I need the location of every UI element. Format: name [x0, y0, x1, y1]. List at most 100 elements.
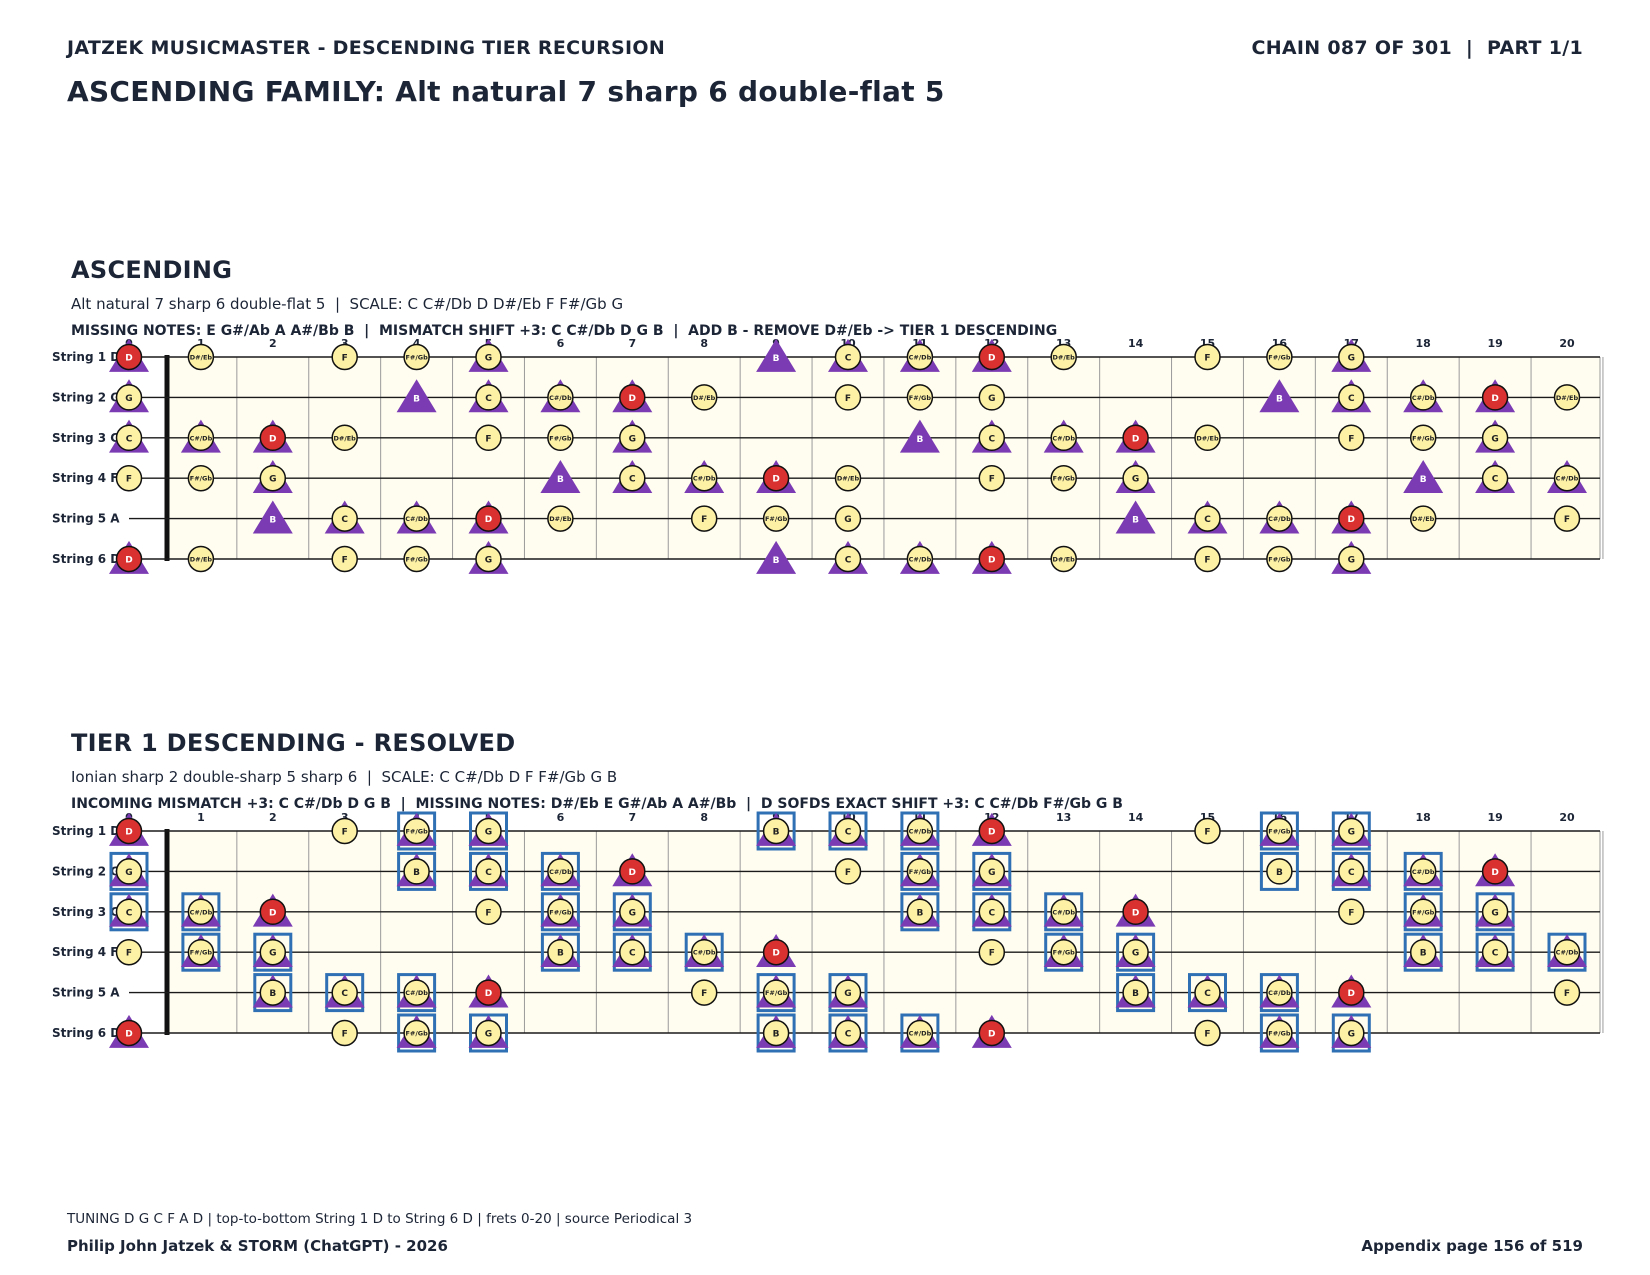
- note-marker: [1409, 938, 1437, 966]
- note-marker: [619, 938, 646, 966]
- note-label: G: [629, 434, 636, 444]
- note-label: F: [485, 908, 491, 918]
- string-label: String 4 F: [52, 945, 118, 959]
- note-label: G: [988, 394, 995, 404]
- note-marker: [619, 858, 646, 885]
- note-label: G: [485, 828, 492, 838]
- fretboard-ascending: String 1 D String 2 G String 3 C String 4 F…: [52, 337, 1604, 574]
- note-label: F#/Gb: [405, 1030, 428, 1038]
- note-label: F: [485, 434, 491, 444]
- shift-triangle: [1403, 460, 1444, 494]
- note-label: F: [701, 989, 707, 999]
- note-label: F#/Gb: [1053, 475, 1076, 483]
- note-marker: [906, 1019, 934, 1047]
- note-label: D#/Eb: [693, 394, 716, 402]
- fret-number: 18: [1416, 811, 1431, 824]
- shift-triangle: [540, 460, 581, 494]
- section-2-info: INCOMING MISMATCH +3: C C#/Db D G B | MI…: [71, 796, 1123, 812]
- note-label: F: [342, 828, 348, 838]
- note-marker: [403, 979, 430, 1006]
- fret-number: 3: [341, 337, 349, 350]
- note-label: F: [126, 949, 132, 959]
- note-marker: [403, 817, 430, 845]
- note-marker: [1194, 505, 1221, 532]
- note-marker: [1050, 424, 1077, 452]
- note-marker: [475, 817, 502, 845]
- fret-number: 8: [700, 811, 708, 824]
- note-label: B: [773, 556, 780, 566]
- note-label: D#/Eb: [334, 434, 357, 442]
- fret-number: 20: [1559, 337, 1575, 350]
- note-marker: [978, 464, 1006, 492]
- note-marker: [1194, 424, 1221, 452]
- note-label: D#/Eb: [1412, 515, 1435, 523]
- note-marker: [762, 938, 790, 966]
- fretboard-tier1-descending: String 1 D String 2 G String 3 C String 4 F…: [52, 811, 1604, 1053]
- note-label: G: [485, 556, 492, 566]
- fret-number: 1: [197, 337, 205, 350]
- note-label: G: [1132, 475, 1139, 485]
- section-1-title: ASCENDING: [71, 256, 233, 284]
- string-label: String 1 D: [52, 824, 120, 838]
- note-label: D: [988, 1030, 995, 1040]
- note-marker: [1122, 464, 1149, 492]
- shift-triangle: [756, 338, 797, 372]
- note-marker: [1266, 545, 1293, 573]
- note-marker: [331, 343, 358, 371]
- note-marker: [978, 545, 1006, 573]
- note-label: B: [916, 435, 923, 445]
- page-title: ASCENDING FAMILY: Alt natural 7 sharp 6 …: [67, 75, 945, 108]
- note-label: D: [988, 828, 995, 838]
- note-label: D#/Eb: [1196, 434, 1219, 442]
- note-label: F: [342, 354, 348, 364]
- note-label: F#/Gb: [1412, 434, 1435, 442]
- shift-triangle: [396, 379, 437, 413]
- note-label: F: [1564, 515, 1570, 525]
- note-marker: [906, 858, 934, 885]
- note-marker: [1553, 938, 1581, 966]
- note-marker: [259, 979, 287, 1006]
- note-label: C: [1492, 949, 1499, 959]
- note-marker: [1266, 343, 1293, 371]
- string-label: String 6 D: [52, 1026, 120, 1040]
- note-label: F#/Gb: [909, 868, 932, 876]
- note-marker: [547, 858, 574, 885]
- fret-number: 1: [197, 811, 205, 824]
- string-label: String 3 C: [52, 431, 119, 445]
- note-label: C: [629, 949, 636, 959]
- note-label: G: [1132, 949, 1139, 959]
- string-label: String 2 G: [52, 390, 120, 404]
- note-label: C#/Db: [1412, 868, 1435, 876]
- note-marker: [834, 505, 862, 532]
- footer-credit: Philip John Jatzek & STORM (ChatGPT) - 2…: [67, 1237, 448, 1255]
- fret-number: 2: [269, 811, 277, 824]
- note-marker: [475, 545, 502, 573]
- note-label: C: [1492, 475, 1499, 485]
- section-1-info: MISSING NOTES: E G#/Ab A A#/Bb B | MISMA…: [71, 323, 1058, 339]
- note-marker: [115, 424, 143, 452]
- note-label: D: [269, 434, 276, 444]
- note-label: B: [916, 908, 923, 918]
- note-label: C: [126, 434, 133, 444]
- note-label: F: [1204, 828, 1210, 838]
- note-label: F#/Gb: [1268, 354, 1291, 362]
- note-marker: [1481, 384, 1509, 411]
- section-2-subtitle: Ionian sharp 2 double-sharp 5 sharp 6 | …: [71, 768, 618, 786]
- note-label: D: [629, 868, 636, 878]
- note-marker: [403, 858, 430, 885]
- note-marker: [1481, 424, 1509, 452]
- note-label: D#/Eb: [190, 354, 213, 362]
- note-label: G: [844, 515, 851, 525]
- note-marker: [978, 343, 1006, 371]
- note-label: B: [413, 868, 420, 878]
- note-label: D#/Eb: [190, 556, 213, 564]
- note-label: G: [269, 949, 276, 959]
- note-marker: [978, 384, 1006, 411]
- note-marker: [906, 343, 934, 371]
- note-marker: [1338, 343, 1365, 371]
- note-label: D#/Eb: [1556, 394, 1579, 402]
- note-marker: [1122, 424, 1149, 452]
- note-marker: [690, 505, 718, 532]
- note-marker: [1122, 938, 1149, 966]
- note-marker: [1266, 505, 1293, 532]
